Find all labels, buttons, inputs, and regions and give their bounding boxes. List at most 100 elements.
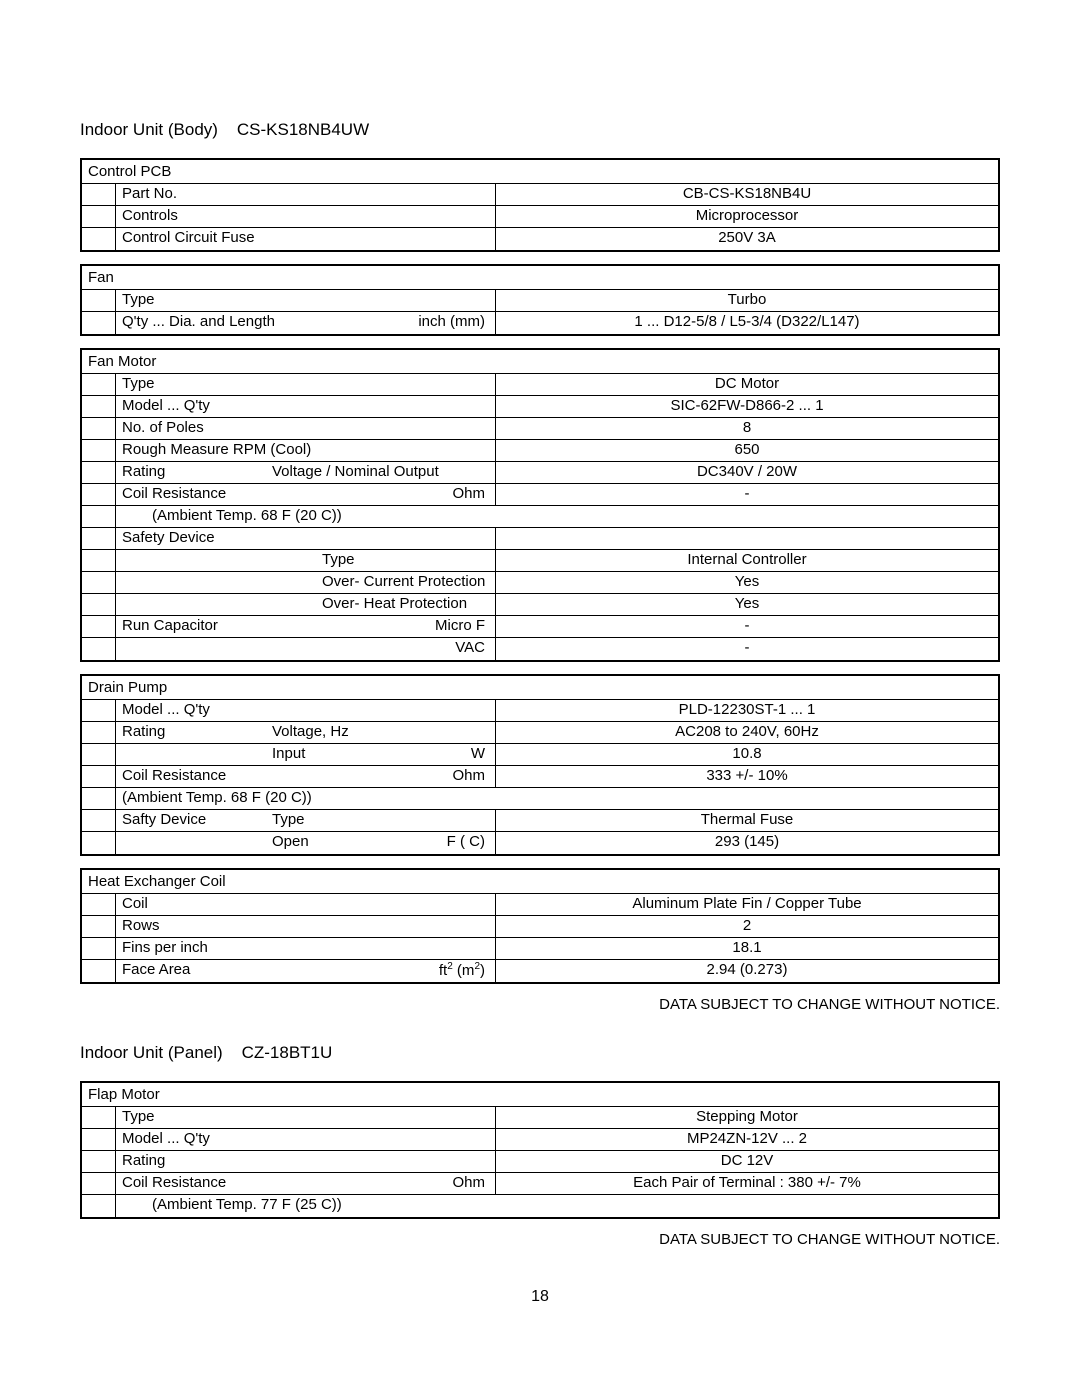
spec-label <box>122 745 272 764</box>
spec-sublabel: Open <box>272 833 401 853</box>
spec-sublabel: Voltage / Nominal Output <box>272 463 491 482</box>
section-control-pcb: Control PCB Part No.CB-CS-KS18NB4UContro… <box>80 158 1000 252</box>
table-row: (Ambient Temp. 77 F (25 C)) <box>82 1195 998 1217</box>
section-fan-motor: Fan Motor Type DC Motor Model ... Q'ty SIC-… <box>80 348 1000 662</box>
spec-value: PLD-12230ST-1 ... 1 <box>496 700 998 721</box>
spec-value: 2.94 (0.273) <box>496 960 998 982</box>
spec-label: Face Area <box>122 961 401 981</box>
section-drain-pump: Drain Pump Model ... Q'tyPLD-12230ST-1 .… <box>80 674 1000 856</box>
spec-unit: Micro F <box>401 617 491 636</box>
spec-sublabel <box>272 375 491 394</box>
spec-value: 18.1 <box>496 938 998 959</box>
spec-label: Q'ty ... Dia. and Length <box>122 313 401 333</box>
spec-sublabel <box>272 767 401 786</box>
spec-label: Model ... Q'ty <box>122 397 272 416</box>
spec-sublabel: Over- Current Protection <box>272 573 491 592</box>
spec-value: Yes <box>496 572 998 593</box>
spec-label: Model ... Q'ty <box>122 1130 272 1149</box>
spec-sublabel <box>272 639 401 659</box>
spec-sublabel <box>272 397 491 416</box>
table-row: Type Turbo <box>82 290 998 312</box>
spec-unit: W <box>401 745 491 764</box>
spec-value: AC208 to 240V, 60Hz <box>496 722 998 743</box>
spec-value: 10.8 <box>496 744 998 765</box>
spec-value <box>496 788 998 809</box>
spec-sublabel: Input <box>272 745 401 764</box>
spec-label: Safty Device <box>122 811 272 830</box>
spec-label <box>122 573 272 592</box>
table-row: Q'ty ... Dia. and Lengthinch (mm)1 ... D… <box>82 312 998 334</box>
table-row: ControlsMicroprocessor <box>82 206 998 228</box>
title2-model: CZ-18BT1U <box>242 1043 333 1062</box>
spec-label: Rating <box>122 463 272 482</box>
spec-sublabel: Voltage, Hz <box>272 723 491 742</box>
spec-label: Model ... Q'ty <box>122 701 272 720</box>
spec-label: Type <box>122 375 272 394</box>
spec-value: Thermal Fuse <box>496 810 998 831</box>
spec-sublabel <box>272 617 401 636</box>
spec-label: Coil Resistance <box>122 767 272 786</box>
spec-value: Aluminum Plate Fin / Copper Tube <box>496 894 998 915</box>
table-row: Model ... Q'tyMP24ZN-12V ... 2 <box>82 1129 998 1151</box>
spec-value <box>496 528 998 549</box>
spec-value: Turbo <box>496 290 998 311</box>
table-row: Part No.CB-CS-KS18NB4U <box>82 184 998 206</box>
table-row: (Ambient Temp. 68 F (20 C)) <box>82 506 998 528</box>
section-flap-motor: Flap Motor TypeStepping MotorModel ... Q… <box>80 1081 1000 1219</box>
spec-unit: inch (mm) <box>401 313 491 333</box>
spec-unit: F ( C) <box>401 833 491 853</box>
spec-label: Type <box>122 291 491 310</box>
table-row: No. of Poles8 <box>82 418 998 440</box>
spec-label: Coil <box>122 895 491 914</box>
spec-label: Control Circuit Fuse <box>122 229 491 249</box>
spec-sublabel <box>272 1152 491 1171</box>
table-row: Over- Current Protection Yes <box>82 572 998 594</box>
section-header: Control PCB <box>82 160 998 184</box>
table-row: Safty DeviceType Thermal Fuse <box>82 810 998 832</box>
spec-value: - <box>496 638 998 660</box>
spec-value <box>496 1195 998 1217</box>
spec-label <box>122 639 272 659</box>
spec-value: - <box>496 616 998 637</box>
table-row: Model ... Q'ty PLD-12230ST-1 ... 1 <box>82 700 998 722</box>
title-indoor-unit-body: Indoor Unit (Body) CS-KS18NB4UW <box>80 120 1000 140</box>
section-heat-exchanger: Heat Exchanger Coil CoilAluminum Plate F… <box>80 868 1000 984</box>
spec-value <box>496 506 998 527</box>
spec-label <box>122 833 272 853</box>
title2-prefix: Indoor Unit (Panel) <box>80 1043 223 1062</box>
spec-label: (Ambient Temp. 68 F (20 C)) <box>122 789 492 808</box>
spec-unit: ft2 (m2) <box>401 961 491 981</box>
spec-sublabel <box>272 701 491 720</box>
notice-text-1: DATA SUBJECT TO CHANGE WITHOUT NOTICE. <box>80 996 1000 1013</box>
notice-text-2: DATA SUBJECT TO CHANGE WITHOUT NOTICE. <box>80 1231 1000 1248</box>
table-row: TypeInternal Controller <box>82 550 998 572</box>
spec-value: 293 (145) <box>496 832 998 854</box>
section-header: Flap Motor <box>82 1083 998 1107</box>
spec-sublabel <box>272 419 491 438</box>
table-row: VAC- <box>82 638 998 660</box>
table-row: Coil ResistanceOhm- <box>82 484 998 506</box>
table-row: Control Circuit Fuse250V 3A <box>82 228 998 250</box>
table-row: Rows2 <box>82 916 998 938</box>
table-row: InputW 10.8 <box>82 744 998 766</box>
spec-label: Coil Resistance <box>122 1174 272 1193</box>
spec-sublabel: Over- Heat Protection <box>272 595 491 614</box>
spec-value: Yes <box>496 594 998 615</box>
spec-label: Type <box>122 1108 272 1127</box>
spec-value: SIC-62FW-D866-2 ... 1 <box>496 396 998 417</box>
spec-sublabel: Type <box>272 811 491 830</box>
spec-value: 2 <box>496 916 998 937</box>
table-row: RatingVoltage / Nominal OutputDC340V / 2… <box>82 462 998 484</box>
table-row: RatingVoltage, HzAC208 to 240V, 60Hz <box>82 722 998 744</box>
page-number: 18 <box>80 1288 1000 1306</box>
spec-value: DC Motor <box>496 374 998 395</box>
spec-label: Run Capacitor <box>122 617 272 636</box>
spec-label: Rough Measure RPM (Cool) <box>122 441 491 460</box>
spec-value: 333 +/- 10% <box>496 766 998 787</box>
section-header: Fan Motor <box>82 350 998 374</box>
title-indoor-unit-panel: Indoor Unit (Panel) CZ-18BT1U <box>80 1043 1000 1063</box>
table-row: Coil ResistanceOhm333 +/- 10% <box>82 766 998 788</box>
table-row: Coil Aluminum Plate Fin / Copper Tube <box>82 894 998 916</box>
spec-sublabel <box>272 1108 491 1127</box>
spec-label: Safety Device <box>122 529 272 548</box>
